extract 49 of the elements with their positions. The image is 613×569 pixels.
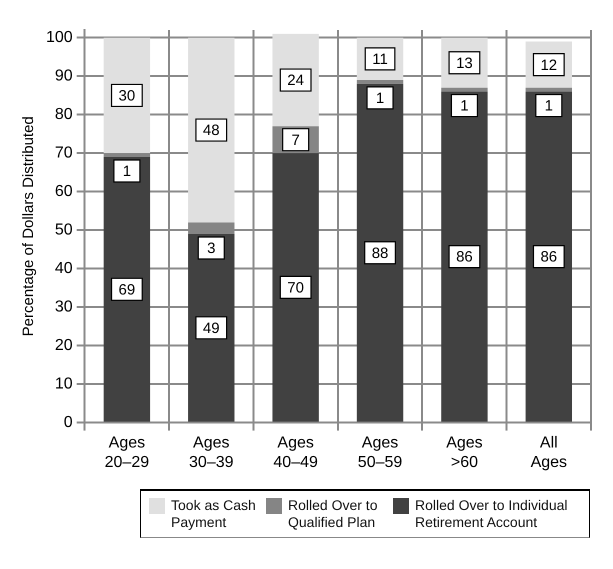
bar bbox=[188, 38, 234, 222]
y-tick-label: 60 bbox=[54, 183, 73, 200]
y-axis-title: Percentage of Dollars Distributed bbox=[20, 116, 38, 336]
data-label: 3 bbox=[207, 240, 216, 258]
bar bbox=[526, 88, 572, 92]
y-tick-label: 20 bbox=[54, 337, 73, 354]
bar bbox=[356, 80, 404, 84]
y-tick-label: 100 bbox=[46, 29, 73, 46]
data-label: 24 bbox=[287, 72, 304, 90]
y-tick-label: 70 bbox=[54, 144, 73, 162]
data-label: 12 bbox=[540, 56, 558, 74]
bar bbox=[526, 92, 572, 422]
data-label: 11 bbox=[372, 51, 388, 68]
y-tick-label: 80 bbox=[54, 106, 73, 124]
data-label: 7 bbox=[291, 132, 300, 149]
x-tick-label: All Ages bbox=[530, 434, 568, 471]
data-label: 1 bbox=[122, 163, 132, 180]
data-label: 13 bbox=[456, 54, 473, 72]
data-label: 1 bbox=[460, 98, 469, 115]
data-label: 30 bbox=[118, 88, 136, 105]
data-label: 49 bbox=[202, 320, 220, 337]
legend-label: Rolled Over to Qualified Plan bbox=[288, 497, 378, 531]
bar bbox=[272, 153, 319, 422]
y-tick-label: 0 bbox=[64, 414, 73, 432]
y-tick-label: 90 bbox=[54, 68, 73, 85]
x-tick-label: Ages 20–29 bbox=[104, 434, 150, 471]
legend-label: Took as Cash Payment bbox=[171, 497, 257, 531]
bar bbox=[104, 157, 150, 422]
legend-label: Rolled Over to Individual Retirement Account bbox=[415, 497, 569, 531]
y-tick-label: 40 bbox=[54, 260, 73, 278]
bar bbox=[356, 84, 404, 422]
data-label: 48 bbox=[202, 122, 220, 140]
data-label: 1 bbox=[376, 90, 384, 108]
bar bbox=[441, 88, 488, 92]
data-label: 69 bbox=[118, 281, 136, 298]
data-label: 86 bbox=[540, 248, 558, 266]
x-tick-label: Ages >60 bbox=[446, 434, 483, 471]
data-label: 86 bbox=[456, 248, 473, 266]
bar bbox=[104, 38, 150, 154]
x-tick-label: Ages 50–59 bbox=[358, 434, 402, 471]
data-label: 1 bbox=[544, 98, 553, 115]
y-tick-label: 50 bbox=[54, 222, 73, 239]
x-tick-label: Ages 30–39 bbox=[189, 434, 234, 471]
x-tick-label: Ages 40–49 bbox=[273, 434, 318, 471]
data-label: 70 bbox=[287, 280, 304, 297]
data-label: 88 bbox=[372, 244, 388, 262]
y-tick-label: 10 bbox=[54, 376, 73, 393]
bar bbox=[441, 92, 488, 422]
y-tick-label: 30 bbox=[54, 298, 73, 316]
